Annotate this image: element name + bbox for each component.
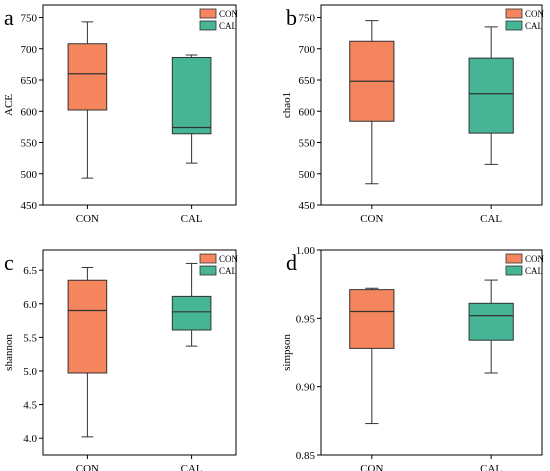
legend-swatch-con <box>505 253 523 264</box>
y-tick-label: 5.0 <box>23 366 37 378</box>
x-tick-label: CON <box>76 463 99 471</box>
legend-swatch-cal <box>199 20 217 31</box>
y-axis-label: simpson <box>281 334 293 371</box>
legend-label-cal: CAL <box>219 266 237 276</box>
legend-swatch-con <box>505 8 523 19</box>
x-tick-label: CAL <box>480 213 502 225</box>
y-tick-label: 500 <box>299 169 316 181</box>
panel-a: a 450 500 550 600 650 700 750 ACE CON CAL CON CAL <box>3 4 239 225</box>
iqr-box <box>67 43 108 111</box>
plot-frame <box>42 4 237 206</box>
box-con <box>349 20 395 185</box>
panel-d: d 0.85 0.90 0.95 1.00 simpson CON CAL CON CAL <box>281 245 545 471</box>
panel-letter: b <box>286 5 297 30</box>
x-tick-label: CAL <box>480 463 502 471</box>
legend: CON CAL <box>199 8 239 31</box>
y-tick-label: 650 <box>21 75 38 87</box>
legend-swatch-cal <box>505 265 523 276</box>
box-cal <box>171 262 212 347</box>
box-con <box>67 21 108 179</box>
y-tick-label: 600 <box>21 106 38 118</box>
x-tick-label: CON <box>360 463 383 471</box>
iqr-box <box>468 302 514 341</box>
y-tick-label: 450 <box>299 200 316 212</box>
x-tick-label: CAL <box>181 463 203 471</box>
y-tick-label: 700 <box>21 44 38 56</box>
legend: CON CAL <box>199 253 239 276</box>
y-tick-label: 750 <box>21 13 38 25</box>
legend-label-con: CON <box>525 9 545 19</box>
panel-letter: c <box>4 250 14 275</box>
y-tick-label: 650 <box>299 75 316 87</box>
legend-label-cal: CAL <box>525 266 543 276</box>
y-axis-label: shannon <box>3 334 15 371</box>
legend-swatch-cal <box>505 20 523 31</box>
panel-b: b 450 500 550 600 650 700 750 chao1 CON CAL CON CAL <box>281 4 545 225</box>
plot-frame <box>320 4 543 206</box>
iqr-box <box>67 279 108 374</box>
y-tick-label: 600 <box>299 106 316 118</box>
y-tick-label: 550 <box>299 138 316 150</box>
x-tick-label: CON <box>76 213 99 225</box>
y-tick-label: 500 <box>21 169 38 181</box>
y-tick-label: 0.85 <box>296 450 316 462</box>
iqr-box <box>349 289 395 349</box>
iqr-box <box>171 57 212 135</box>
y-tick-label: 6.0 <box>23 299 37 311</box>
legend-label-cal: CAL <box>219 21 237 31</box>
y-tick-label: 6.5 <box>23 265 37 277</box>
panel-letter: d <box>286 250 297 275</box>
y-tick-label: 550 <box>21 138 38 150</box>
iqr-box <box>171 295 212 331</box>
legend-label-cal: CAL <box>525 21 543 31</box>
box-cal <box>468 279 514 374</box>
box-con <box>349 287 395 425</box>
legend: CON CAL <box>505 8 545 31</box>
plot-frame <box>320 249 543 456</box>
y-axis-label: chao1 <box>281 92 293 118</box>
x-tick-label: CON <box>360 213 383 225</box>
legend-label-con: CON <box>219 254 239 264</box>
y-tick-label: 0.90 <box>296 382 316 394</box>
plot-frame <box>42 249 237 456</box>
y-tick-label: 450 <box>21 200 38 212</box>
box-cal <box>171 54 212 164</box>
legend-label-con: CON <box>219 9 239 19</box>
legend-swatch-cal <box>199 265 217 276</box>
box-con <box>67 266 108 438</box>
y-tick-label: 700 <box>299 44 316 56</box>
panel-letter: a <box>4 5 14 30</box>
panel-c: c 4.0 4.5 5.0 5.5 6.0 6.5 shannon CON CAL CON CAL <box>3 249 239 471</box>
y-axis-label: ACE <box>3 94 15 116</box>
y-tick-label: 750 <box>299 13 316 25</box>
legend: CON CAL <box>505 253 545 276</box>
y-tick-label: 4.0 <box>23 433 37 445</box>
legend-swatch-con <box>199 253 217 264</box>
x-tick-label: CAL <box>181 213 203 225</box>
legend-label-con: CON <box>525 254 545 264</box>
box-cal <box>468 26 514 165</box>
y-tick-label: 4.5 <box>23 400 37 412</box>
legend-swatch-con <box>199 8 217 19</box>
y-tick-label: 0.95 <box>296 313 316 325</box>
y-tick-label: 1.00 <box>296 245 316 257</box>
y-tick-label: 5.5 <box>23 332 37 344</box>
iqr-box <box>468 57 514 134</box>
